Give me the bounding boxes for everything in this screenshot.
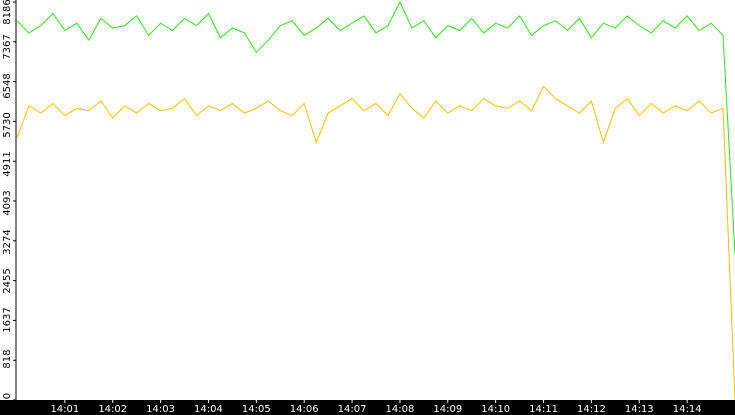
x-tick-label: 14:01 <box>50 404 79 415</box>
x-tick-label: 14:10 <box>481 404 510 415</box>
x-tick-label: 14:07 <box>338 404 367 415</box>
x-tick-label: 14:08 <box>386 404 415 415</box>
x-tick-label: 14:13 <box>625 404 654 415</box>
y-tick-label: 3274 <box>2 229 13 254</box>
x-tick-label: 14:12 <box>577 404 606 415</box>
series-line <box>16 85 735 401</box>
x-tick-label: 14:14 <box>673 404 702 415</box>
y-tick-label: 8186 <box>2 0 13 25</box>
x-tick-label: 14:05 <box>242 404 271 415</box>
x-axis-band <box>0 400 735 415</box>
y-tick-label: 2455 <box>2 268 13 293</box>
y-tick-label: 6548 <box>2 73 13 98</box>
x-tick-label: 14:09 <box>433 404 462 415</box>
x-tick-label: 14:06 <box>290 404 319 415</box>
y-tick-label: 1637 <box>2 307 13 332</box>
x-tick-label: 14:03 <box>146 404 175 415</box>
y-tick-label: 4911 <box>2 151 13 176</box>
y-tick-label: 7367 <box>2 34 13 59</box>
y-tick-label: 818 <box>2 349 13 368</box>
y-tick-label: 4093 <box>2 190 13 215</box>
x-tick-label: 14:04 <box>194 404 223 415</box>
x-tick-label: 14:02 <box>98 404 127 415</box>
y-tick-label: 0 <box>2 393 13 399</box>
x-tick-label: 14:11 <box>529 404 558 415</box>
series-line <box>16 0 735 255</box>
y-tick-label: 5730 <box>2 112 13 137</box>
